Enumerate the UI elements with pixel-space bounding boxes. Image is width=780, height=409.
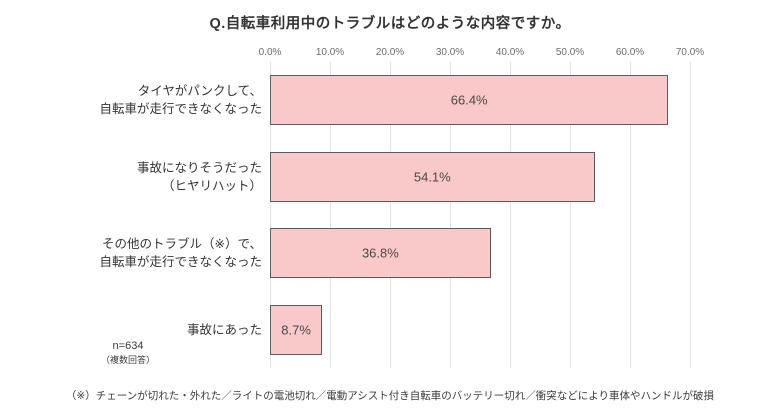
x-axis-tick-label: 0.0%: [258, 47, 282, 58]
plot-area: 66.4% 54.1% 36.8% 8.7%: [270, 62, 692, 368]
gridline: [630, 62, 631, 368]
bar-value-label: 8.7%: [281, 322, 311, 338]
category-label-line: 事故になりそうだった: [136, 160, 262, 175]
category-label: 事故にあった: [187, 321, 262, 339]
category-label: その他のトラブル（※）で、 自転車が走行できなくなった: [99, 235, 262, 271]
gridline: [690, 62, 691, 368]
category-label-line: タイヤがパンクして、: [137, 83, 262, 98]
bar: 54.1%: [270, 152, 595, 202]
sample-type: （複数回答）: [100, 355, 155, 365]
x-axis-tick-label: 20.0%: [375, 47, 405, 58]
sample-note: n=634 （複数回答）: [88, 340, 168, 366]
category-label: タイヤがパンクして、自転車が走行できなくなった: [99, 82, 262, 118]
bar-value-label: 54.1%: [413, 169, 451, 185]
bar: 66.4%: [270, 75, 669, 125]
footnote: （※）チェーンが切れた・外れた／ライトの電池切れ／電動アシスト付き自転車のバッテ…: [65, 390, 715, 402]
category-label-line: 自転車が走行できなくなった: [99, 255, 262, 269]
sample-size: n=634: [112, 340, 144, 352]
bar: 36.8%: [270, 228, 491, 278]
x-axis-tick-label: 50.0%: [555, 47, 585, 58]
bar: 8.7%: [270, 305, 323, 355]
gridline: [450, 62, 451, 368]
category-label-line: その他のトラブル（※）で、: [102, 236, 262, 251]
x-axis-tick-label: 40.0%: [495, 47, 525, 58]
gridline: [570, 62, 571, 368]
bar-value-label: 66.4%: [450, 92, 488, 108]
chart-title: Q.自転車利用中のトラブルはどのような内容ですか。: [209, 16, 571, 32]
category-label-line: 事故にあった: [186, 322, 262, 337]
gridline: [390, 62, 391, 368]
category-label-line: 自転車が走行できなくなった: [99, 102, 262, 116]
gridline: [270, 62, 271, 368]
category-label-line: （ヒヤリハット）: [161, 179, 262, 193]
category-label: 事故になりそうだった （ヒヤリハット）: [137, 159, 262, 195]
x-axis-tick-label: 60.0%: [615, 47, 645, 58]
x-axis-tick-label: 10.0%: [315, 47, 345, 58]
x-axis-tick-label: 70.0%: [675, 47, 705, 58]
gridline: [510, 62, 511, 368]
x-axis-tick-label: 30.0%: [435, 47, 465, 58]
bar-value-label: 36.8%: [361, 245, 399, 261]
gridline: [330, 62, 331, 368]
